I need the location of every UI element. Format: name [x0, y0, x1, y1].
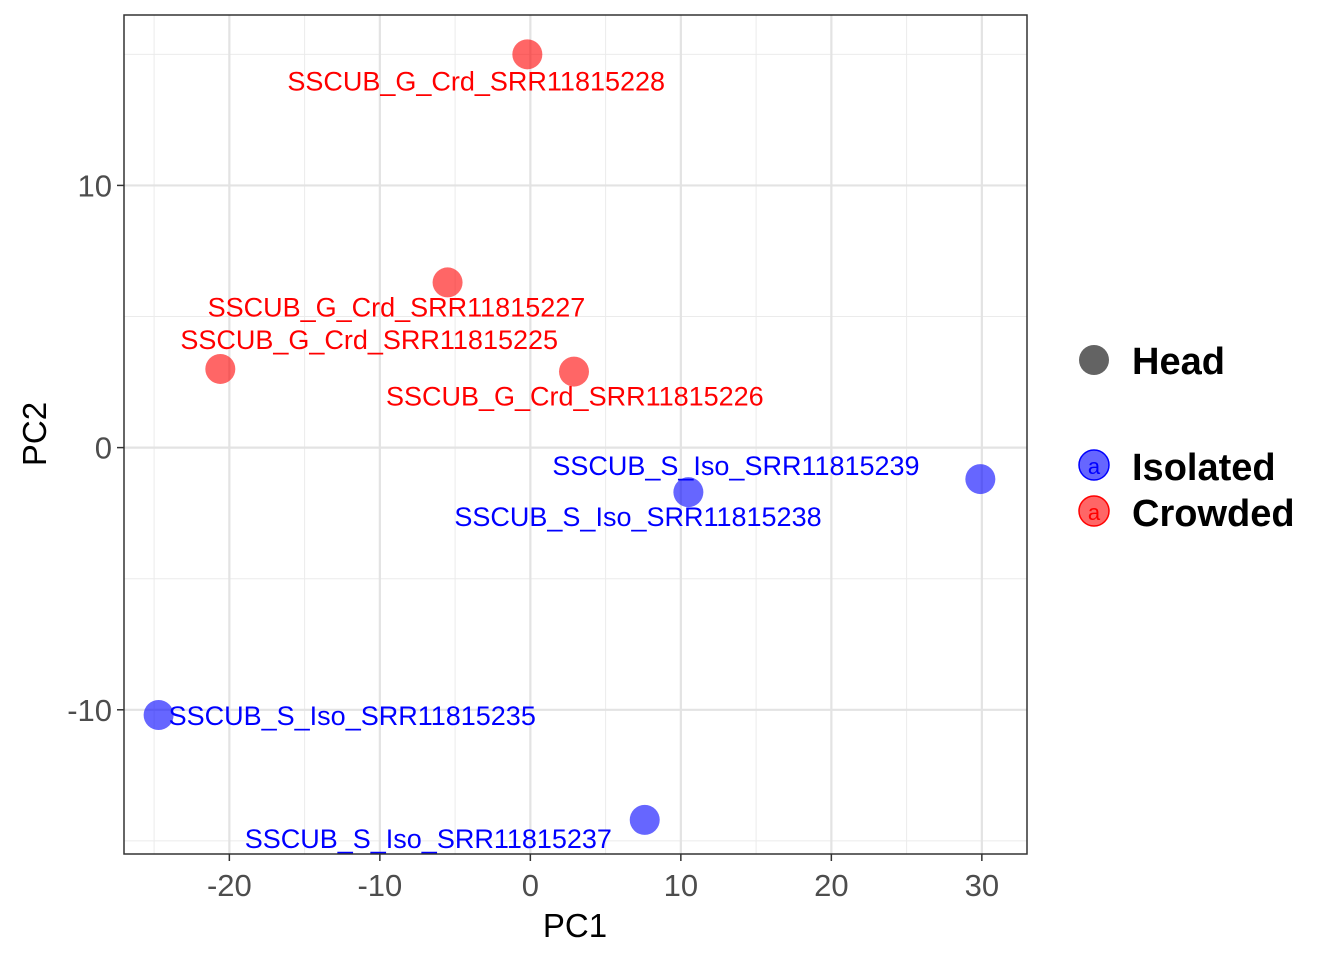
- data-point-crowded: [558, 356, 589, 387]
- legend-key-glyph-isolated: a: [1088, 454, 1101, 479]
- legend-key-crowded: [1078, 495, 1110, 527]
- x-tick-label: 10: [664, 868, 698, 903]
- data-point-isolated: [965, 464, 996, 495]
- point-label: SSCUB_G_Crd_SRR11815225: [180, 325, 558, 355]
- data-points: [143, 39, 996, 835]
- legend-entry-isolated: a Isolated: [1078, 447, 1276, 489]
- x-axis-title: PC1: [543, 907, 607, 944]
- point-label: SSCUB_G_Crd_SRR11815227: [208, 292, 586, 322]
- data-point-crowded: [432, 267, 463, 298]
- point-label: SSCUB_G_Crd_SRR11815226: [386, 382, 764, 412]
- point-label: SSCUB_S_Iso_SRR11815238: [454, 502, 821, 532]
- data-point-isolated: [629, 804, 660, 835]
- x-tick-label: -10: [357, 868, 402, 903]
- point-label: SSCUB_G_Crd_SRR11815228: [287, 66, 665, 96]
- legend-key-glyph-crowded: a: [1088, 500, 1101, 525]
- legend-entry-crowded: a Crowded: [1078, 493, 1295, 535]
- point-label: SSCUB_S_Iso_SRR11815237: [245, 824, 612, 854]
- legend: Head a Isolated a Crowded: [1078, 341, 1295, 535]
- data-point-crowded: [512, 39, 543, 70]
- legend-key-isolated: [1078, 449, 1110, 481]
- y-tick-label: 10: [78, 168, 112, 203]
- x-tick-label: 30: [965, 868, 999, 903]
- plot-panel-border: [123, 14, 1028, 855]
- data-point-isolated: [143, 700, 174, 731]
- data-point-crowded: [205, 353, 236, 384]
- point-label: SSCUB_S_Iso_SRR11815235: [169, 701, 536, 731]
- y-tick-label: 0: [95, 431, 112, 466]
- axis-ticks: -20 -10 0 10 20 30 -10 0 10: [67, 168, 999, 903]
- legend-label-crowded: Crowded: [1132, 493, 1295, 535]
- legend-label-isolated: Isolated: [1132, 447, 1276, 489]
- legend-shape-key: [1079, 345, 1109, 375]
- x-tick-label: -20: [207, 868, 252, 903]
- grid: [124, 15, 1027, 854]
- x-tick-label: 20: [814, 868, 848, 903]
- legend-shape-label: Head: [1132, 341, 1225, 383]
- point-label: SSCUB_S_Iso_SRR11815239: [552, 451, 919, 481]
- x-tick-label: 0: [522, 868, 539, 903]
- point-labels: SSCUB_G_Crd_SRR11815228 SSCUB_G_Crd_SRR11…: [169, 66, 920, 854]
- y-tick-label: -10: [67, 693, 112, 728]
- data-point-isolated: [673, 477, 704, 508]
- y-axis-title: PC2: [16, 402, 53, 466]
